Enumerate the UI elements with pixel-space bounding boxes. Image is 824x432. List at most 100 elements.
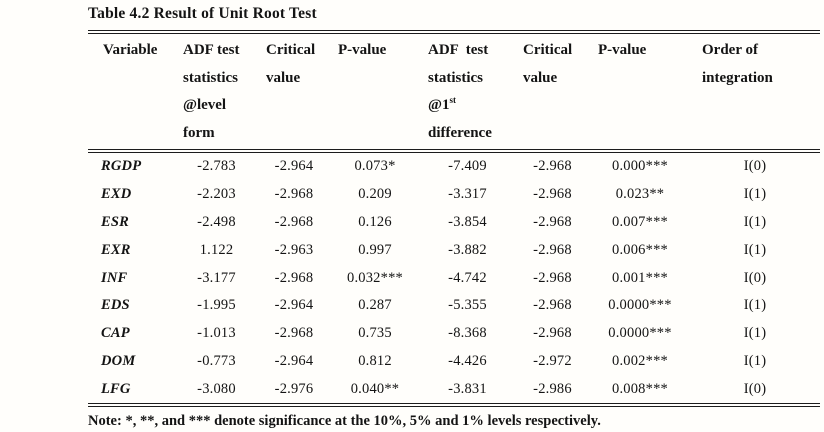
- variable-cell: EXD: [101, 186, 132, 203]
- value-cell: 0.002***: [612, 352, 668, 369]
- column-header-line: ADF test: [428, 42, 489, 58]
- value-cell: -2.968: [533, 297, 572, 314]
- value-cell: -2.963: [274, 241, 314, 258]
- column-header-line: P-value: [338, 42, 387, 58]
- value-cell: -0.773: [197, 352, 236, 369]
- value-cell: -2.968: [533, 325, 572, 342]
- table-row: RGDP -2.783 -2.964 0.073* -7.409 -2.968 0.000*…: [88, 151, 820, 181]
- column-header-line: form: [183, 124, 215, 141]
- column-header-line: Variable: [103, 42, 158, 58]
- table-row: CAP -1.013 -2.968 0.735 -8.368 -2.968 0.0000**…: [88, 320, 820, 348]
- value-cell: 0.006***: [612, 241, 668, 258]
- value-cell: I(1): [743, 186, 767, 203]
- column-header-line: value: [266, 69, 301, 86]
- value-cell: -2.968: [274, 269, 314, 286]
- column-header: Critical value: [515, 32, 590, 153]
- value-cell: 0.000***: [612, 158, 668, 175]
- column-header: Order of integration: [690, 32, 820, 153]
- value-cell: -4.426: [448, 352, 487, 369]
- value-cell: I(0): [743, 158, 767, 175]
- column-header: ADF test statistics @1st difference: [420, 32, 515, 153]
- column-header-line: Critical: [266, 42, 316, 58]
- column-header-line: P-value: [598, 42, 647, 58]
- value-cell: 0.209: [358, 186, 392, 203]
- variable-cell: DOM: [101, 352, 136, 369]
- column-header-line: Order of: [702, 42, 758, 58]
- value-cell: 0.287: [358, 297, 392, 314]
- column-header: P-value: [330, 32, 420, 153]
- value-cell: -2.968: [274, 213, 314, 230]
- value-cell: -2.964: [274, 158, 314, 175]
- value-cell: -2.783: [197, 158, 236, 175]
- value-cell: -2.964: [274, 297, 314, 314]
- value-cell: I(0): [743, 269, 767, 286]
- value-cell: I(1): [743, 297, 767, 314]
- value-cell: -2.964: [274, 352, 314, 369]
- value-cell: -2.203: [197, 186, 236, 203]
- table-row: EXR 1.122 -2.963 0.997 -3.882 -2.968 0.006*** I…: [88, 236, 820, 264]
- column-header-line: @level: [183, 97, 227, 113]
- value-cell: I(1): [743, 352, 767, 369]
- superscript: st: [449, 95, 456, 105]
- value-cell: I(0): [690, 375, 820, 408]
- value-cell: 0.0000***: [608, 297, 672, 314]
- value-cell: -2.968: [274, 325, 314, 342]
- variable-cell: EXR: [101, 241, 131, 258]
- value-cell: 0.008***: [590, 375, 690, 408]
- value-cell: 0.735: [358, 325, 392, 342]
- variable-cell: CAP: [101, 325, 130, 342]
- value-cell: -3.177: [197, 269, 236, 286]
- value-cell: -1.995: [197, 297, 236, 314]
- value-cell: 0.032***: [347, 269, 403, 286]
- column-header-line: ADF test: [183, 42, 240, 58]
- value-cell: -2.976: [258, 375, 330, 408]
- value-cell: I(1): [743, 325, 767, 342]
- value-cell: -7.409: [448, 158, 487, 175]
- value-cell: -3.317: [448, 186, 487, 203]
- value-cell: -2.968: [533, 241, 572, 258]
- value-cell: -2.968: [533, 213, 572, 230]
- table-note: Note: *, **, and *** denote significance…: [88, 413, 601, 430]
- column-header: P-value: [590, 32, 690, 153]
- table-caption: Table 4.2 Result of Unit Root Test: [88, 5, 317, 22]
- value-cell: -2.968: [533, 186, 572, 203]
- variable-cell: ESR: [101, 213, 130, 230]
- variable-cell: INF: [101, 269, 128, 286]
- column-header-line: integration: [702, 69, 773, 86]
- table-row: ESR -2.498 -2.968 0.126 -3.854 -2.968 0.007***…: [88, 209, 820, 237]
- value-cell: -2.986: [515, 375, 590, 408]
- column-header: Critical value: [258, 32, 330, 153]
- column-header-line: Critical: [523, 42, 573, 58]
- value-cell: -3.080: [175, 375, 258, 408]
- value-cell: 0.997: [358, 241, 392, 258]
- column-header-line: statistics: [428, 69, 483, 86]
- table-row: INF -3.177 -2.968 0.032*** -4.742 -2.968 0.001…: [88, 264, 820, 292]
- value-cell: 0.073*: [354, 158, 396, 175]
- table-header: Variable ADF test statistics @level form Crit…: [88, 32, 820, 153]
- value-cell: -3.831: [420, 375, 515, 408]
- value-cell: -2.968: [274, 186, 314, 203]
- table-row: LFG -3.080 -2.976 0.040** -3.831 -2.986 0.008*…: [88, 375, 820, 408]
- value-cell: 0.001***: [612, 269, 668, 286]
- value-cell: I(1): [743, 241, 767, 258]
- table-body: RGDP -2.783 -2.964 0.073* -7.409 -2.968 0.000*…: [88, 151, 820, 408]
- table-header-row: Variable ADF test statistics @level form Crit…: [88, 32, 820, 153]
- value-cell: -3.854: [448, 213, 487, 230]
- value-cell: 0.812: [358, 352, 392, 369]
- column-header-line: value: [523, 69, 558, 86]
- value-cell: -2.498: [197, 213, 236, 230]
- table-row: EDS -1.995 -2.964 0.287 -5.355 -2.968 0.0000**…: [88, 292, 820, 320]
- column-header-line: @1st: [428, 95, 456, 114]
- value-cell: 0.126: [358, 213, 392, 230]
- value-cell: 0.040**: [330, 375, 420, 408]
- value-cell: 1.122: [199, 241, 234, 258]
- variable-cell: EDS: [101, 297, 130, 314]
- value-cell: -3.882: [448, 241, 487, 258]
- table-row: DOM -0.773 -2.964 0.812 -4.426 -2.972 0.002***…: [88, 348, 820, 376]
- value-cell: -1.013: [197, 325, 236, 342]
- value-cell: -2.968: [533, 269, 572, 286]
- column-header: Variable: [88, 32, 175, 153]
- table-row: EXD -2.203 -2.968 0.209 -3.317 -2.968 0.023** I…: [88, 181, 820, 209]
- unit-root-test-table: Variable ADF test statistics @level form Crit…: [88, 30, 820, 408]
- column-header-line: statistics: [183, 69, 238, 86]
